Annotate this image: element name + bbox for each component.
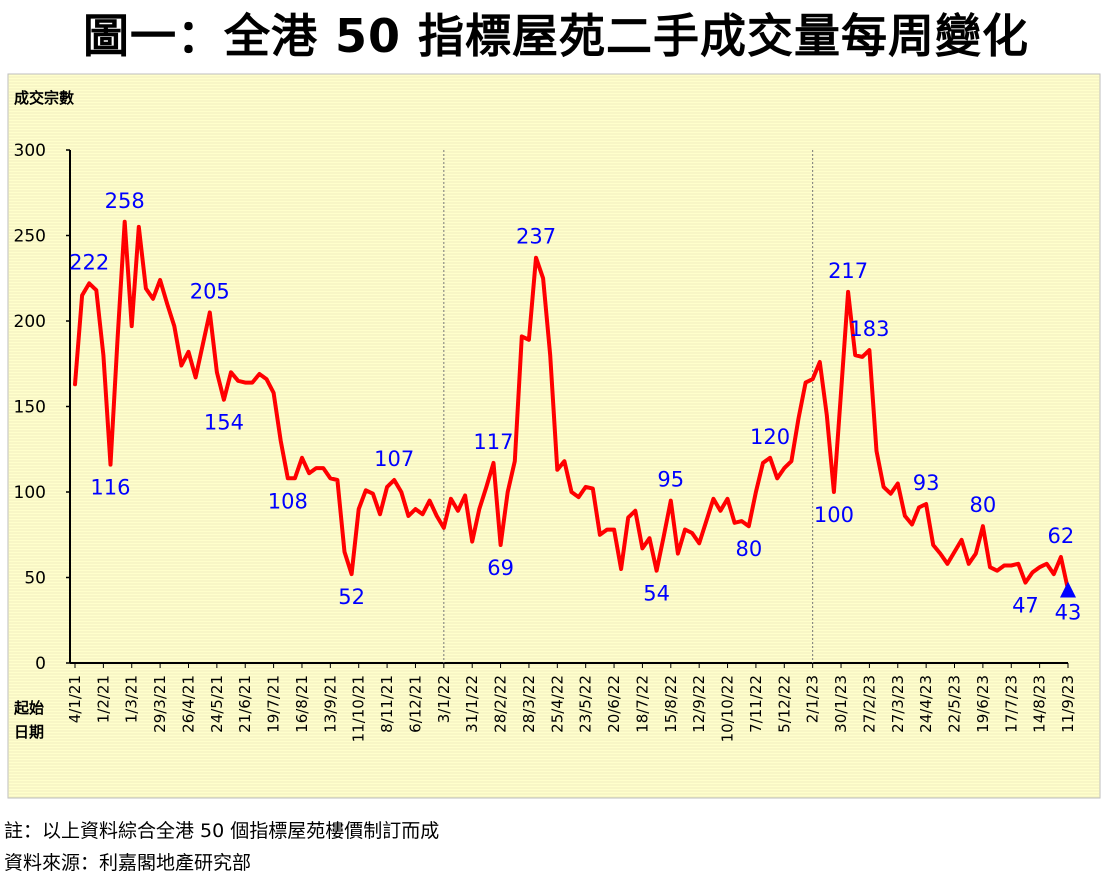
x-tick-label: 11/9/23 <box>1059 675 1077 733</box>
x-axis-title-line1: 起始 <box>13 699 44 717</box>
x-tick-label: 19/6/23 <box>974 675 992 733</box>
x-tick-label: 12/9/22 <box>690 675 708 733</box>
last-point-marker <box>1060 581 1076 598</box>
data-label: 258 <box>105 189 145 213</box>
y-tick-label: 150 <box>14 398 46 418</box>
x-tick-label: 2/1/23 <box>804 675 822 723</box>
y-tick-label: 100 <box>14 483 46 503</box>
y-tick-label: 50 <box>24 569 46 589</box>
data-label: 120 <box>750 425 790 449</box>
y-tick-label: 200 <box>14 312 46 332</box>
x-tick-label: 24/4/23 <box>917 675 935 733</box>
x-tick-label: 10/10/22 <box>719 675 737 742</box>
x-tick-label: 27/3/23 <box>889 675 907 733</box>
x-tick-label: 13/9/21 <box>321 675 339 733</box>
x-tick-label: 31/1/22 <box>463 675 481 733</box>
x-tick-label: 14/8/23 <box>1031 675 1049 733</box>
x-tick-label: 28/3/22 <box>520 675 538 733</box>
data-label: 52 <box>338 585 365 609</box>
chart-source: 資料來源：利嘉閣地產研究部 <box>4 852 252 874</box>
x-tick-label: 17/7/23 <box>1002 675 1020 733</box>
x-tick-label: 24/5/21 <box>208 675 226 733</box>
x-tick-label: 1/3/21 <box>123 675 141 723</box>
chart-note: 註：以上資料綜合全港 50 個指標屋苑樓價制訂而成 <box>4 820 440 842</box>
data-label: 107 <box>374 447 414 471</box>
data-label: 54 <box>643 582 670 606</box>
data-label: 205 <box>190 279 230 303</box>
x-tick-label: 28/2/22 <box>492 675 510 733</box>
x-tick-label: 20/6/22 <box>605 675 623 733</box>
data-label: 183 <box>849 317 889 341</box>
y-tick-label: 300 <box>14 141 46 161</box>
data-label: 116 <box>90 476 130 500</box>
data-label: 80 <box>735 537 762 561</box>
x-tick-label: 30/1/23 <box>832 675 850 733</box>
data-label: 47 <box>1012 594 1039 618</box>
y-tick-label: 0 <box>35 654 46 674</box>
x-tick-label: 6/12/21 <box>406 675 424 733</box>
x-tick-label: 15/8/22 <box>662 675 680 733</box>
data-label: 222 <box>69 250 109 274</box>
x-tick-label: 23/5/22 <box>577 675 595 733</box>
x-tick-label: 1/2/21 <box>94 675 112 723</box>
x-tick-label: 11/10/21 <box>350 675 368 742</box>
x-tick-label: 21/6/21 <box>236 675 254 733</box>
data-label: 69 <box>487 556 514 580</box>
x-tick-label: 27/2/23 <box>860 675 878 733</box>
data-label: 237 <box>516 225 556 249</box>
y-tick-label: 250 <box>14 227 46 247</box>
x-tick-label: 7/11/22 <box>747 675 765 733</box>
data-label: 93 <box>913 471 940 495</box>
x-tick-label: 22/5/23 <box>946 675 964 733</box>
x-tick-label: 5/12/22 <box>775 675 793 733</box>
data-label: 100 <box>814 503 854 527</box>
data-label: 62 <box>1048 524 1075 548</box>
data-label: 80 <box>970 493 997 517</box>
x-tick-label: 18/7/22 <box>633 675 651 733</box>
data-label: 154 <box>204 411 244 435</box>
data-label: 217 <box>828 259 868 283</box>
chart-title: 圖一：全港 50 指標屋苑二手成交量每周變化 <box>82 9 1030 63</box>
x-tick-label: 26/4/21 <box>179 675 197 733</box>
x-tick-label: 29/3/21 <box>151 675 169 733</box>
x-tick-label: 4/1/21 <box>66 675 84 723</box>
series-line <box>73 219 1070 592</box>
data-label: 43 <box>1055 600 1082 624</box>
data-label: 95 <box>657 468 684 492</box>
x-tick-label: 3/1/22 <box>435 675 453 723</box>
data-label: 117 <box>473 430 513 454</box>
x-axis-title-line2: 日期 <box>14 723 44 741</box>
x-tick-label: 25/4/22 <box>548 675 566 733</box>
data-label: 108 <box>268 489 308 513</box>
y-axis-title: 成交宗數 <box>14 89 74 107</box>
x-tick-label: 19/7/21 <box>265 675 283 733</box>
x-tick-label: 8/11/21 <box>378 675 396 733</box>
x-tick-label: 16/8/21 <box>293 675 311 733</box>
